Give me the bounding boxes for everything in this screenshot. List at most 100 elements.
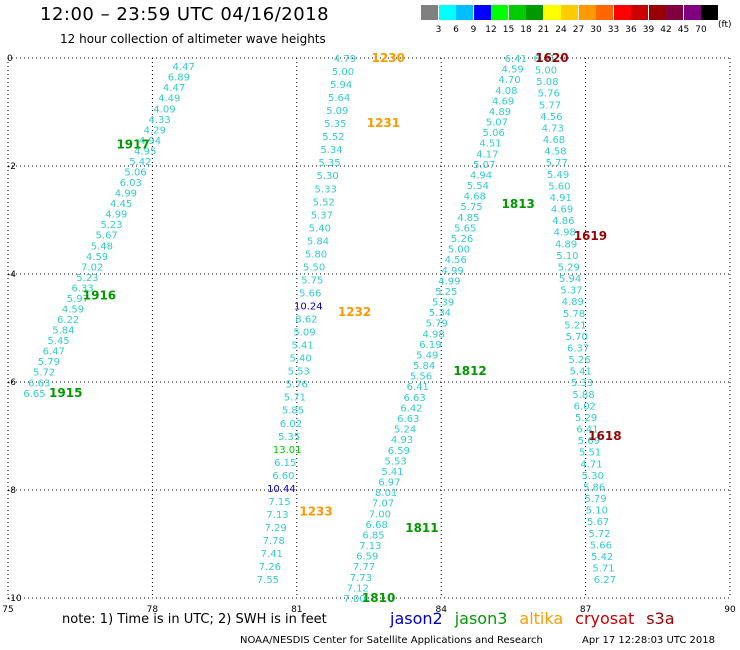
wave-height-point: 5.29 [558,262,580,273]
pass-time-label: 1810 [362,591,395,605]
legend-swatch [438,5,456,20]
legend-tick-label: 21 [537,25,550,35]
wave-height-point: 5.24 [394,425,416,436]
wave-height-point: 7.29 [264,523,286,534]
wave-height-point: 4.95 [134,146,156,157]
wave-height-point: 5.84 [307,236,329,247]
wave-height-point: 7.13 [266,510,288,521]
pass-time-label: 1813 [502,197,535,211]
wave-height-point: 5.52 [313,197,335,208]
legend-tick-label: 36 [625,25,637,35]
wave-height-point: 5.42 [129,157,151,168]
wave-height-point: 5.35 [278,432,300,443]
wave-height-point: 4.56 [540,112,562,123]
wave-height-point: 6.19 [419,340,441,351]
wave-height-point: 5.72 [33,368,55,379]
pass-time-label: 1230 [372,51,405,65]
wave-height-point: 7.15 [268,497,290,508]
wave-height-point: 6.97 [378,478,400,489]
legend-swatch [543,5,561,20]
wave-height-point: 4.17 [476,149,498,160]
wave-height-point: 5.45 [47,336,69,347]
wave-height-point: 5.30 [316,171,338,182]
wave-height-point: 5.67 [96,231,118,242]
legend-tick-label: 70 [695,25,707,35]
wave-height-point: 4.99 [115,189,137,200]
legend-tick-label: 27 [572,25,585,35]
y-tick-label: -4 [7,270,16,280]
wave-height-point: 4.09 [153,104,175,115]
wave-height-point: 4.98 [422,329,444,340]
wave-height-point: 4.79 [334,54,356,65]
wave-height-point: 4.45 [110,199,132,210]
wave-height-point: 6.02 [574,401,596,412]
wave-height-point: 5.76 [286,380,308,391]
x-tick-label: 87 [580,605,591,615]
wave-height-point: 5.50 [303,262,325,273]
wave-height-point: 5.94 [559,274,581,285]
wave-height-point: 5.77 [539,100,561,111]
wave-height-point: 5.40 [290,354,312,365]
wave-height-point: 6.68 [366,520,388,531]
wave-height-point: 13.01 [273,445,302,456]
wave-height-point: 5.56 [410,372,432,383]
wave-height-point: 5.86 [583,482,605,493]
wave-height-point: 5.26 [568,355,590,366]
y-tick-label: 0 [7,54,13,64]
pass-time-label: 1618 [588,429,621,443]
wave-height-point: 5.07 [473,160,495,171]
wave-height-point: 4.94 [139,136,161,147]
wave-height-point: 5.42 [591,552,613,563]
wave-height-point: 4.47 [163,83,185,94]
wave-height-point: 4.93 [391,435,413,446]
pass-time-label: 1233 [299,505,332,519]
legend-tick-label: 15 [502,25,515,35]
legend-tick-label: 42 [660,25,672,35]
wave-height-point: 4.08 [495,86,517,97]
legend-swatch [596,5,613,20]
wave-height-point: 4.59 [86,252,108,263]
wave-height-point: 4.98 [554,228,576,239]
legend-tick-label: 3 [435,25,442,35]
x-tick-label: 84 [435,605,447,615]
pass-time-label: 1917 [116,137,149,151]
wave-height-point: 4.33 [148,115,170,126]
legend-tick-label: 30 [590,25,602,35]
wave-height-point: 5.85 [282,406,304,417]
wave-height-point: 6.22 [57,315,79,326]
wave-height-point: 5.76 [538,89,560,100]
wave-height-point: 7.26 [259,562,281,573]
satellite-legend: jason2 jason3 altika cryosat s3a [390,609,687,628]
wave-height-point: 4.99 [105,210,127,221]
legend-tick-label: 6 [453,25,459,35]
wave-height-point: 5.66 [590,540,612,551]
wave-height-point: 5.49 [416,350,438,361]
wave-height-point: 5.84 [413,361,435,372]
wave-height-point: 4.94 [470,170,492,181]
satellite-name-cryosat: cryosat [575,609,635,628]
wave-height-point: 4.47 [173,62,195,73]
legend-swatch [701,5,718,20]
wave-height-point: 5.10 [586,506,608,517]
legend-tick-label: 12 [485,25,497,35]
wave-height-point: 5.33 [571,378,593,389]
wave-height-point: 5.84 [52,326,74,337]
wave-height-point: 5.26 [451,234,473,245]
wave-height-point: 5.23 [100,220,122,231]
wave-height-point: 5.21 [564,320,586,331]
wave-height-point: 5.09 [293,328,315,339]
legend-swatch [473,5,491,20]
satellite-name-s3a: s3a [646,609,675,628]
footnote: note: 1) Time is in UTC; 2) SWH is in fe… [62,612,327,627]
wave-height-point: 5.34 [429,308,451,319]
wave-height-point: 5.41 [291,341,313,352]
x-tick-label: 81 [291,605,302,615]
wave-height-point: 7.12 [347,583,369,594]
wave-height-point: 4.58 [544,147,566,158]
wave-height-point: 5.51 [579,448,601,459]
wave-height-point: 4.69 [551,205,573,216]
wave-height-point: 5.39 [432,298,454,309]
wave-height-point: 6.60 [272,471,294,482]
wave-height-point: 5.71 [592,564,614,575]
